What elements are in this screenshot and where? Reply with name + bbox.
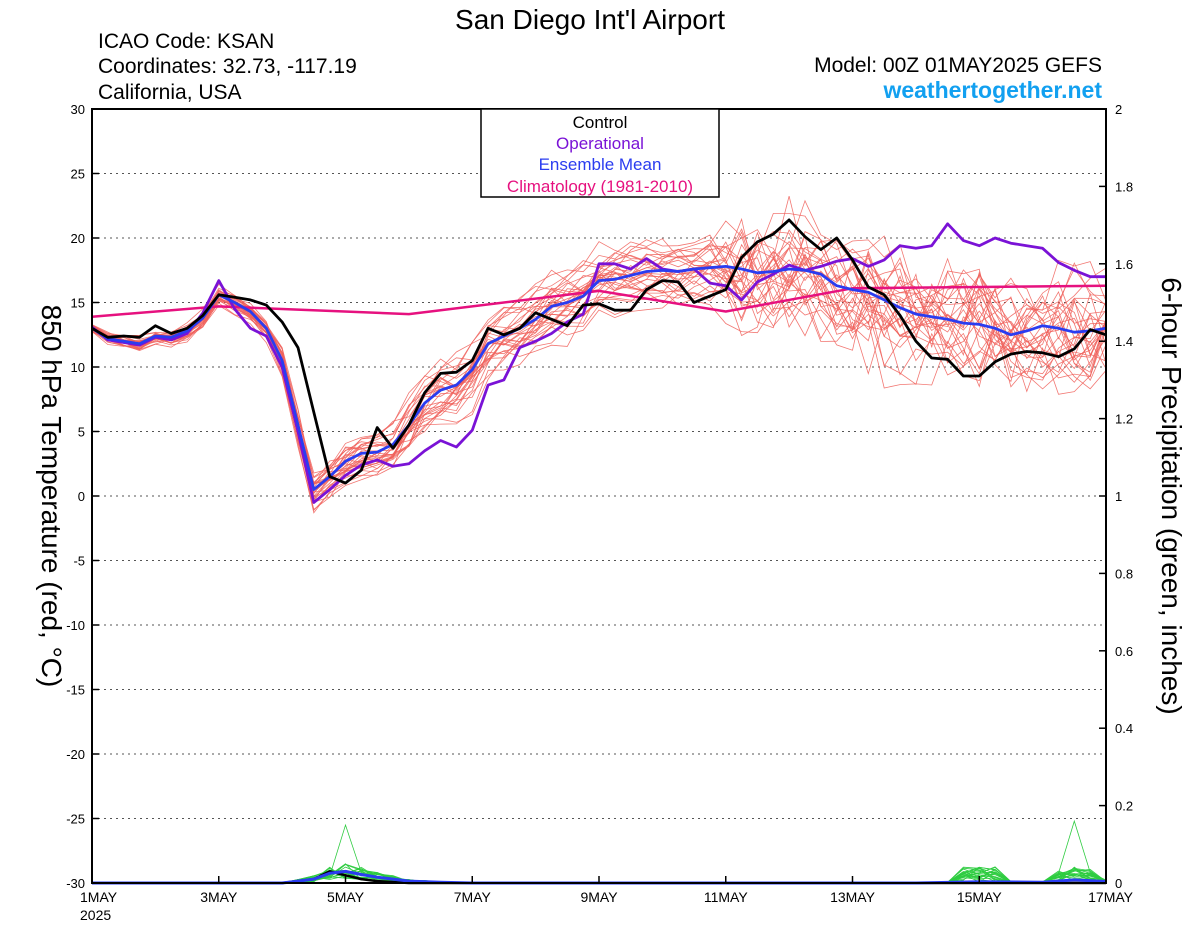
legend-control: Control [573,113,628,132]
ensemble-member-line [91,217,1107,493]
y2-tick-label: 0.6 [1115,644,1133,659]
y-tick-label: 5 [78,425,85,440]
x-tick-label: 13MAY [830,889,876,905]
y-tick-label: -20 [66,747,85,762]
y-tick-label: 30 [71,102,85,117]
y2-tick-label: 0.4 [1115,721,1133,736]
chart-title: San Diego Int'l Airport [455,4,725,35]
y-tick-label: 15 [71,296,85,311]
x-tick-label: 9MAY [580,889,618,905]
series-line-precip-mean [92,869,1107,885]
plot-frame [91,108,1107,884]
y-tick-label: -25 [66,812,85,827]
y-tick-label: 25 [71,167,85,182]
y-tick-label: -15 [66,683,85,698]
series-line-operational [91,222,1106,504]
y2-tick-label: 2 [1115,102,1122,117]
y2-tick-label: 1 [1115,489,1122,504]
coordinates: Coordinates: 32.73, -117.19 [98,55,357,78]
ensemble-member-line [91,253,1107,503]
y-tick-label: 20 [71,231,85,246]
x-axis-ticks: 1MAY 2025 3MAY 5MAY 7MAY 9MAY 11MAY 13MAY 15MAY 1… [80,876,1134,923]
y2-axis-label: 6-hour Precipitation (green, inches) [1156,277,1187,714]
x-tick-label: 1MAY [80,889,118,905]
ensemble-member-line [91,228,1107,494]
y2-tick-label: 0 [1115,876,1122,891]
series-line-mean [91,264,1107,492]
y2-axis-ticks: 2 1.8 1.6 1.4 1.2 1 0.8 0.6 0.4 0.2 0 [1099,102,1133,891]
grid-lines [92,173,1106,819]
legend-operational: Operational [556,134,644,153]
ensemble-member-line [91,213,1107,486]
y-axis-label: 850 hPa Temperature (red, °C) [36,305,67,688]
precip-member-lines [92,819,1107,884]
legend-ensemble-mean: Ensemble Mean [539,155,662,174]
ensemble-member-line [91,256,1107,505]
y2-tick-label: 1.4 [1115,334,1133,349]
ensemble-member-line [91,245,1107,489]
site-name[interactable]: weathertogether.net [882,77,1102,103]
y-tick-label: -10 [66,618,85,633]
y-tick-label: -30 [66,876,85,891]
y2-tick-label: 0.2 [1115,799,1133,814]
x-tick-label: 5MAY [327,889,365,905]
ensemble-member-line [91,234,1107,490]
precip-member-line [92,819,1107,884]
x-tick-label: 11MAY [704,889,748,905]
y2-tick-label: 0.8 [1115,566,1133,581]
y-tick-label: -5 [73,554,85,569]
precip-member-line [92,823,1107,884]
region: California, USA [98,81,242,104]
ensemble-member-lines [91,196,1107,514]
y2-tick-label: 1.2 [1115,412,1133,427]
x-tick-label: 7MAY [454,889,492,905]
icao-code: ICAO Code: KSAN [98,30,274,53]
y2-tick-label: 1.8 [1115,179,1133,194]
x-tick-label: 17MAY [1088,889,1134,905]
y-tick-label: 10 [71,360,85,375]
legend-climatology: Climatology (1981-2010) [507,177,693,196]
model-run: Model: 00Z 01MAY2025 GEFS [814,54,1102,77]
legend: Control Operational Ensemble Mean Climat… [480,108,720,198]
x-tick-label: 3MAY [200,889,238,905]
main-series-lines [91,218,1107,885]
y-tick-label: 0 [78,489,85,504]
x-tick-sublabel: 2025 [80,907,111,923]
series-line-control [91,218,1107,485]
y-axis-ticks: 30 25 20 15 10 5 0 -5 -10 -15 -20 -25 -30 [66,102,99,891]
y2-tick-label: 1.6 [1115,257,1133,272]
legend-box [480,108,720,198]
x-tick-label: 15MAY [957,889,1003,905]
